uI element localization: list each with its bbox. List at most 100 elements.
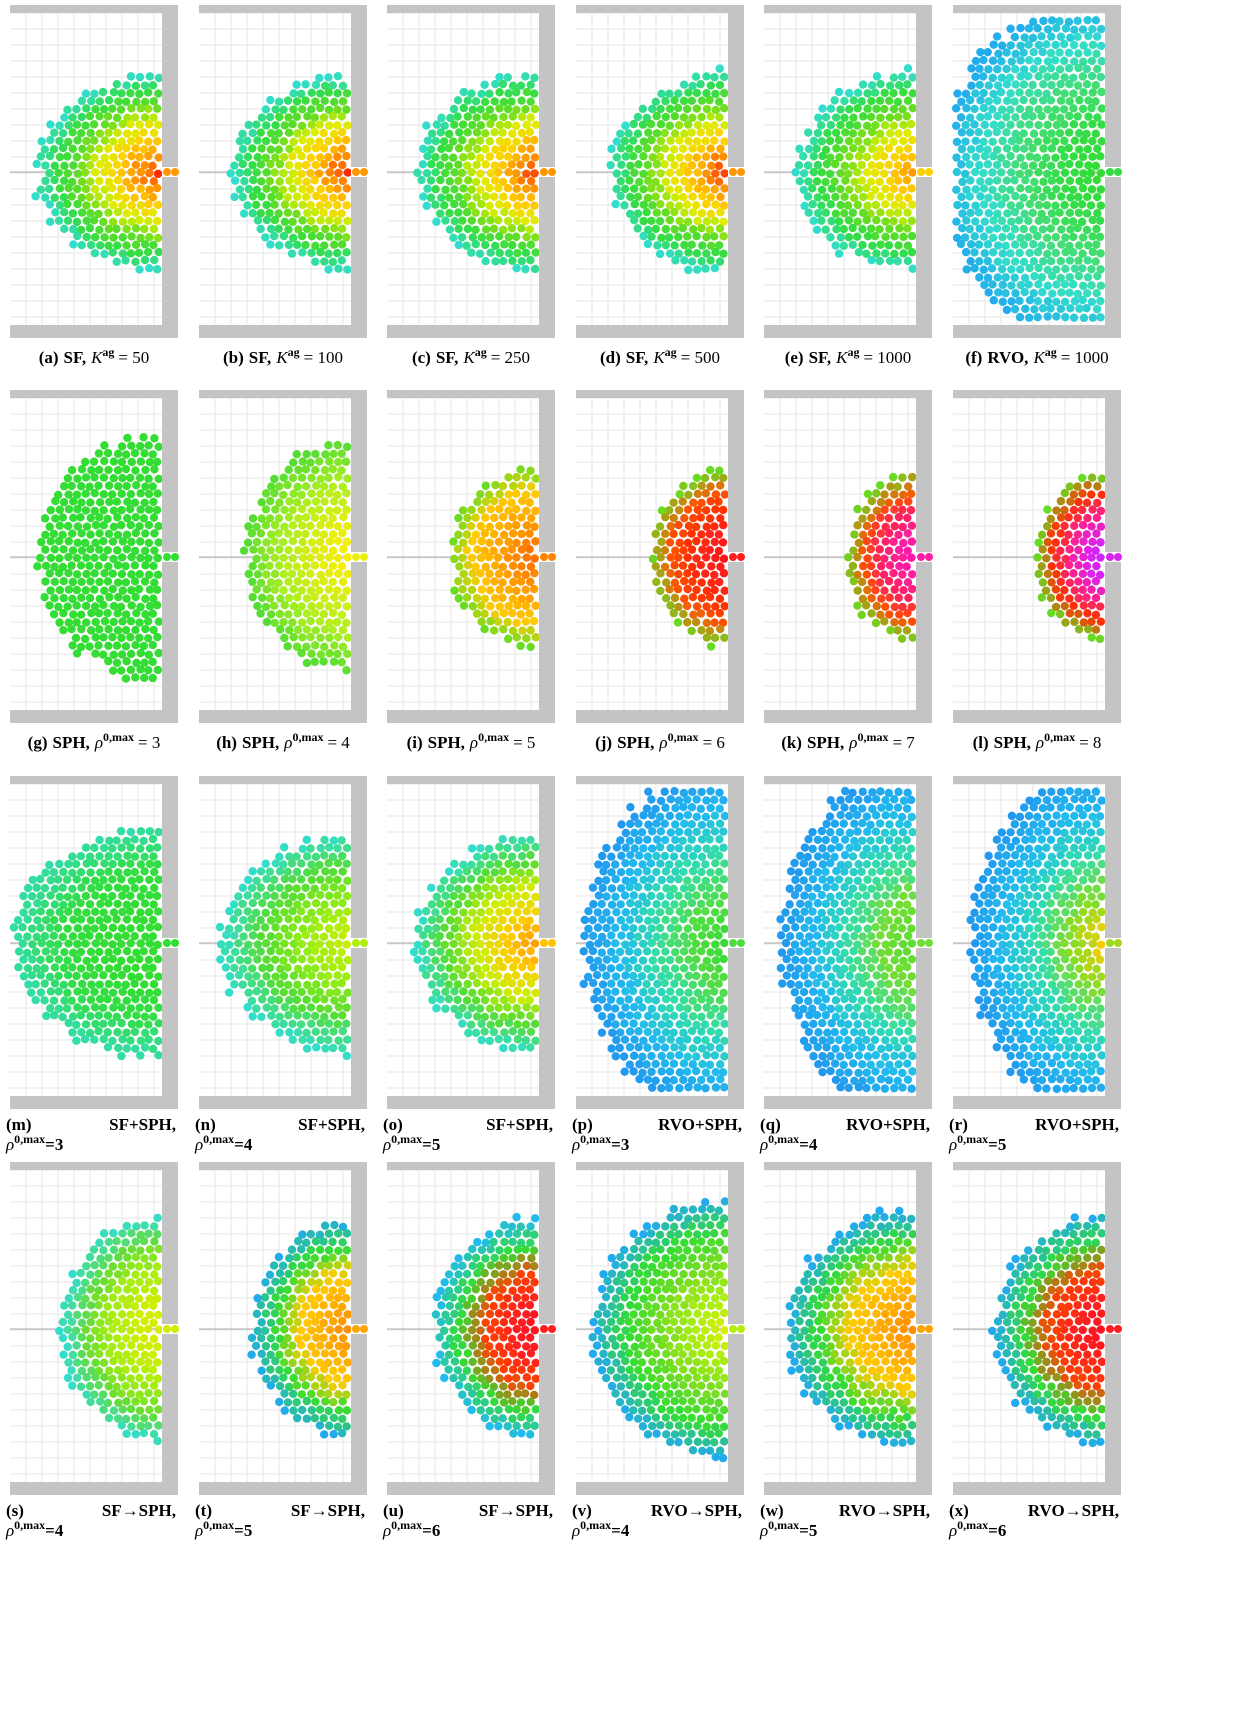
agent [1043, 57, 1053, 66]
agent [702, 89, 711, 98]
agent [670, 129, 680, 138]
agent [628, 136, 638, 145]
agent [853, 504, 862, 514]
agent [258, 593, 267, 602]
agent [1051, 40, 1060, 50]
agent [329, 836, 339, 845]
agent [325, 506, 334, 515]
agent [360, 168, 368, 176]
agent [297, 875, 306, 884]
agent [495, 88, 504, 97]
agent [328, 464, 338, 474]
agent [279, 569, 289, 579]
agent [274, 932, 284, 941]
agent [118, 119, 127, 129]
agent [121, 980, 130, 990]
agent [329, 914, 338, 924]
agent [153, 860, 162, 869]
agent [59, 608, 68, 618]
panel [199, 390, 368, 723]
agent [46, 876, 56, 885]
agent [320, 625, 330, 634]
agent [100, 249, 109, 259]
agent [816, 121, 826, 130]
agent [432, 120, 442, 129]
agent [508, 129, 517, 138]
agent [230, 931, 239, 940]
agent [655, 522, 665, 531]
agent [467, 553, 477, 563]
agent [316, 570, 325, 580]
agent [99, 892, 108, 901]
agent [1038, 96, 1048, 105]
caption-symbol: K [1032, 348, 1046, 367]
agent [880, 121, 890, 130]
agent [481, 883, 491, 892]
agent [49, 145, 59, 154]
agent [625, 144, 634, 153]
agent [328, 561, 338, 571]
agent [325, 553, 334, 562]
agent [306, 153, 316, 162]
agent [476, 844, 485, 853]
agent [504, 473, 513, 482]
agent [310, 176, 319, 185]
agent [610, 939, 620, 948]
agent [1019, 144, 1029, 153]
agent [996, 87, 1006, 97]
agent [499, 530, 509, 540]
agent [1087, 522, 1096, 531]
agent [1019, 161, 1029, 171]
agent [107, 891, 117, 901]
agent [320, 642, 329, 652]
agent [311, 899, 321, 908]
agent [90, 553, 99, 563]
agent [688, 946, 697, 956]
caption-sup: ag [665, 345, 677, 359]
agent [521, 585, 530, 594]
agent [116, 520, 126, 530]
agent [525, 916, 534, 925]
agent [884, 96, 894, 106]
agent [100, 859, 109, 868]
agent [512, 875, 521, 885]
agent [1065, 288, 1074, 297]
agent [73, 199, 82, 209]
agent [1024, 40, 1033, 49]
agent [530, 153, 540, 162]
agent [688, 208, 698, 217]
agent [91, 1019, 100, 1029]
agent [471, 239, 480, 249]
agent [656, 184, 665, 193]
agent [1056, 79, 1065, 89]
agent [1087, 71, 1097, 81]
agent [897, 72, 907, 81]
agent [522, 521, 532, 530]
agent [131, 257, 140, 267]
agent [967, 81, 976, 90]
caption-method: SPH, [242, 733, 279, 752]
agent [525, 529, 534, 538]
agent [118, 617, 127, 626]
agent [1046, 63, 1056, 73]
agent [58, 129, 68, 138]
agent [1051, 72, 1060, 81]
agent [334, 956, 343, 965]
agent [23, 883, 33, 893]
agent [320, 883, 329, 892]
agent [288, 217, 297, 227]
agent [906, 505, 916, 515]
agent [77, 208, 87, 217]
agent [292, 947, 301, 956]
agent [310, 946, 320, 956]
agent [508, 81, 518, 91]
agent [333, 216, 343, 226]
agent [516, 900, 526, 909]
agent [1097, 57, 1107, 66]
agent [270, 537, 279, 546]
agent [630, 812, 639, 821]
agent [311, 626, 320, 635]
agent [117, 569, 127, 579]
agent [27, 971, 37, 980]
agent [821, 193, 831, 202]
